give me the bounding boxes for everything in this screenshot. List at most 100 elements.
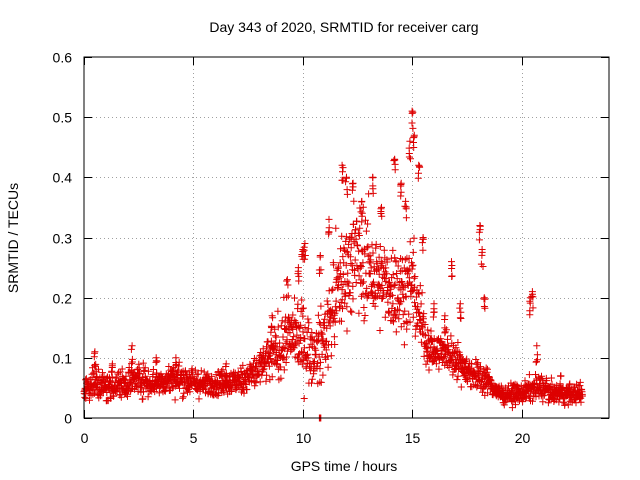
data-point: [352, 235, 360, 243]
data-point: [548, 380, 556, 388]
data-point: [299, 248, 307, 255]
data-point: [532, 393, 540, 401]
data-point: [526, 311, 534, 319]
data-point: [325, 228, 333, 236]
data-point: [287, 347, 295, 355]
data-point: [477, 363, 484, 371]
data-point: [402, 214, 410, 222]
data-point: [410, 133, 418, 141]
data-point: [384, 298, 392, 306]
data-point: [342, 261, 350, 269]
data-point: [347, 233, 355, 241]
data-point: [402, 203, 410, 211]
data-point: [363, 244, 371, 252]
data-point: [526, 297, 534, 305]
data-point: [441, 316, 449, 323]
data-point: [371, 302, 379, 310]
data-point: [369, 249, 377, 257]
data-point: [284, 281, 292, 289]
data-point: [370, 278, 377, 286]
data-point: [330, 333, 338, 341]
data-point: [346, 289, 354, 297]
data-point: [391, 280, 399, 288]
data-point: [400, 341, 408, 349]
data-point: [401, 256, 409, 264]
data-point: [333, 266, 341, 274]
data-point: [441, 324, 449, 332]
data-point: [358, 209, 366, 217]
data-point: [279, 333, 287, 341]
data-point: [171, 382, 179, 390]
data-point: [343, 303, 351, 311]
data-point: [103, 389, 111, 396]
chart-title: Day 343 of 2020, SRMTID for receiver car…: [209, 19, 478, 35]
y-tick-label: 0.2: [53, 291, 73, 307]
x-tick-label: 15: [405, 430, 421, 446]
data-point: [355, 247, 363, 255]
data-point: [114, 384, 122, 392]
data-point: [437, 335, 445, 343]
data-point: [369, 174, 377, 182]
data-point: [331, 341, 339, 348]
data-point: [566, 380, 574, 388]
data-point: [172, 359, 180, 366]
data-point: [538, 372, 545, 380]
data-point: [373, 266, 381, 274]
data-point: [326, 322, 334, 330]
data-point: [239, 361, 247, 369]
data-point: [356, 224, 364, 232]
data-point: [358, 198, 366, 206]
data-point: [455, 360, 463, 368]
data-point: [97, 392, 104, 400]
data-point: [338, 317, 345, 325]
data-point: [222, 363, 230, 370]
data-point: [369, 189, 377, 197]
data-point: [416, 163, 424, 171]
data-point: [354, 242, 361, 250]
data-point: [579, 392, 586, 400]
data-point: [342, 237, 350, 245]
data-point: [259, 366, 267, 374]
x-tick-label: 0: [81, 430, 89, 446]
data-point: [204, 370, 212, 378]
data-point: [420, 310, 428, 318]
data-point: [405, 153, 413, 161]
data-point: [415, 290, 423, 298]
data-point: [381, 313, 389, 321]
data-point: [128, 355, 136, 363]
data-point: [269, 345, 277, 353]
data-point: [341, 246, 348, 254]
data-point: [411, 332, 419, 340]
x-tick-label: 5: [190, 430, 198, 446]
data-point: [304, 325, 312, 333]
data-point: [348, 308, 356, 316]
data-point: [152, 358, 160, 366]
data-point: [319, 371, 327, 379]
data-point: [279, 354, 287, 362]
data-point: [454, 372, 462, 380]
data-point: [323, 337, 331, 345]
data-point: [533, 358, 540, 366]
data-point: [407, 155, 414, 163]
data-point: [278, 317, 286, 325]
data-point: [418, 239, 426, 247]
data-point: [339, 271, 347, 278]
data-point: [264, 338, 272, 346]
data-point: [342, 174, 350, 182]
data-point: [108, 367, 116, 375]
data-point: [298, 305, 306, 313]
data-point: [291, 294, 298, 302]
axis-ticks: 0 0.1 0.2 0.3 0.4 0.5 0.6 0 5 10 15 20: [53, 50, 609, 446]
data-point: [290, 333, 298, 341]
data-point: [341, 299, 349, 307]
data-point: [355, 272, 363, 280]
data-point: [457, 383, 465, 391]
data-point: [364, 220, 372, 228]
data-point: [422, 360, 430, 368]
data-point: [409, 261, 417, 269]
data-point: [392, 328, 400, 336]
data-point: [560, 398, 568, 406]
data-point: [308, 379, 315, 387]
data-point: [452, 344, 460, 352]
